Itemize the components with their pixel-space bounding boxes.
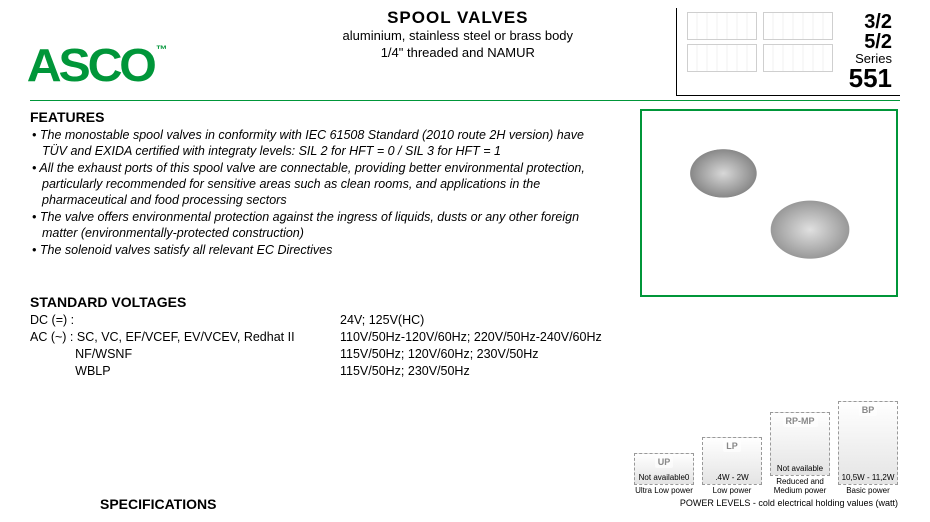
feature-item: The valve offers environmental protectio… — [30, 209, 612, 241]
logo-tm: ™ — [156, 44, 164, 56]
series-number: 551 — [849, 65, 892, 91]
diagram-icon — [763, 12, 833, 40]
power-tag: RP-MP — [783, 415, 818, 427]
power-value: 10,5W - 11,2W — [842, 473, 895, 482]
feature-item: The solenoid valves satisfy all relevant… — [30, 242, 612, 258]
voltages-table: DC (=) :24V; 125V(HC) AC (~) : SC, VC, E… — [30, 312, 612, 380]
feature-item: The monostable spool valves in conformit… — [30, 127, 612, 159]
features-list: The monostable spool valves in conformit… — [30, 127, 612, 258]
diagram-icon — [687, 12, 757, 40]
diagram-icon — [687, 44, 757, 72]
brand-logo: ASCO™ — [27, 38, 162, 92]
power-label: Basic power — [838, 487, 898, 496]
power-tag: LP — [723, 440, 741, 452]
pneumatic-diagrams — [687, 12, 833, 72]
product-image — [655, 129, 884, 276]
voltage-label: WBLP — [30, 363, 340, 380]
power-label: Low power — [702, 487, 762, 496]
voltages-heading: STANDARD VOLTAGES — [30, 294, 612, 310]
power-label: Ultra Low power — [634, 487, 694, 496]
divider — [30, 100, 900, 101]
power-tag: BP — [859, 404, 878, 416]
specifications-heading: SPECIFICATIONS — [100, 496, 216, 512]
voltage-value: 115V/50Hz; 230V/50Hz — [340, 363, 612, 380]
voltage-label: DC (=) : — [30, 312, 340, 329]
doc-subtitle-2: 1/4" threaded and NAMUR — [240, 45, 676, 62]
power-value: Not available0 — [639, 473, 690, 482]
features-heading: FEATURES — [30, 109, 612, 125]
power-label: Reduced and Medium power — [770, 478, 830, 496]
power-value: .4W - 2W — [715, 473, 748, 482]
product-image-box — [640, 109, 898, 297]
header-row: ASCO™ SPOOL VALVES aluminium, stainless … — [30, 8, 900, 96]
voltage-label: NF/WSNF — [30, 346, 340, 363]
power-bar-rpmp: RP-MP Not available — [770, 412, 830, 476]
doc-subtitle-1: aluminium, stainless steel or brass body — [240, 28, 676, 45]
feature-item: All the exhaust ports of this spool valv… — [30, 160, 612, 208]
voltage-value: 110V/50Hz-120V/60Hz; 220V/50Hz-240V/60Hz — [340, 329, 612, 346]
voltage-value: 115V/50Hz; 120V/60Hz; 230V/50Hz — [340, 346, 612, 363]
power-levels-chart: UP Not available0 Ultra Low power LP .4W… — [634, 401, 898, 496]
series-config-2: 5/2 — [849, 32, 892, 52]
power-value: Not available — [777, 464, 823, 473]
power-bar-bp: BP 10,5W - 11,2W — [838, 401, 898, 485]
logo-text: ASCO — [27, 39, 154, 91]
voltage-value: 24V; 125V(HC) — [340, 312, 612, 329]
diagram-icon — [763, 44, 833, 72]
voltage-label: AC (~) : SC, VC, EF/VCEF, EV/VCEV, Redha… — [30, 329, 340, 346]
power-tag: UP — [655, 456, 674, 468]
power-bar-up: UP Not available0 — [634, 453, 694, 485]
power-bar-lp: LP .4W - 2W — [702, 437, 762, 485]
series-config-1: 3/2 — [849, 12, 892, 32]
series-box: 3/2 5/2 Series 551 — [676, 8, 900, 96]
power-levels-caption: POWER LEVELS - cold electrical holding v… — [680, 498, 898, 508]
doc-title: SPOOL VALVES — [240, 8, 676, 28]
